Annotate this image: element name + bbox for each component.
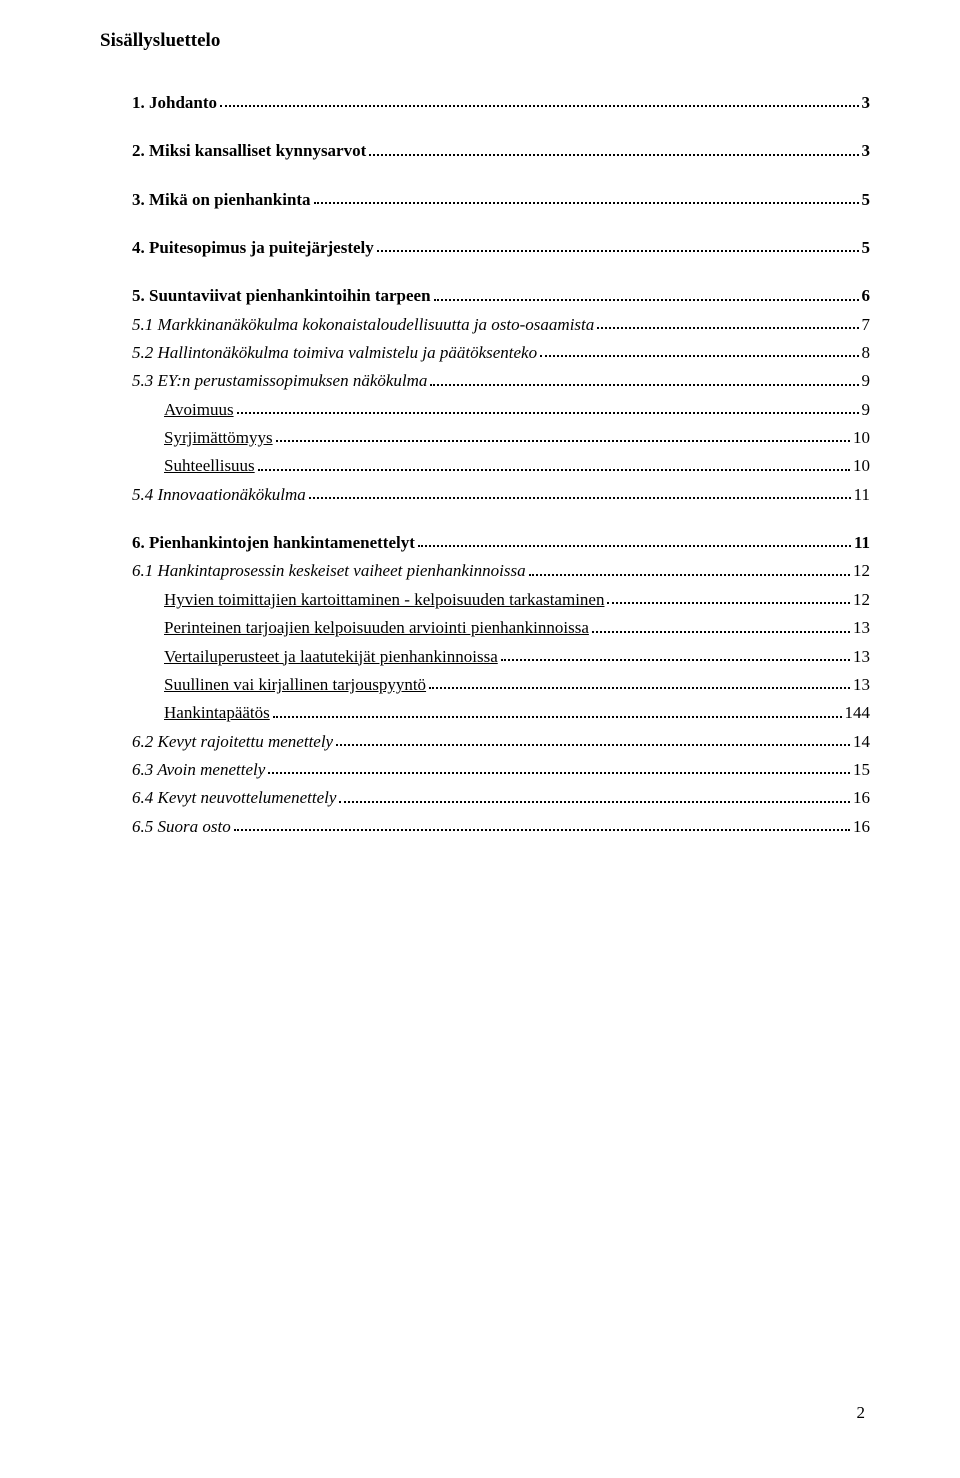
toc-entry: 6.2 Kevyt rajoitettu menettely 14 — [100, 729, 870, 755]
toc-entry-page: 11 — [854, 530, 870, 556]
toc-entry-page: 3 — [862, 138, 871, 164]
toc-entry-label: 4. Puitesopimus ja puitejärjestely — [132, 235, 374, 261]
toc-entry-label: Vertailuperusteet ja laatutekijät pienha… — [164, 644, 498, 670]
toc-entry-label: 6.4 Kevyt neuvottelumenettely — [132, 785, 336, 811]
toc-entry: 6.4 Kevyt neuvottelumenettely 16 — [100, 785, 870, 811]
toc-entry-page: 13 — [853, 672, 870, 698]
toc-entry: 5. Suuntaviivat pienhankintoihin tarpeen… — [100, 283, 870, 309]
toc-entry-label: Suhteellisuus — [164, 453, 255, 479]
toc-entry: 2. Miksi kansalliset kynnysarvot 3 — [100, 138, 870, 164]
toc-entry: 6. Pienhankintojen hankintamenettelyt 11 — [100, 530, 870, 556]
toc-entry-page: 10 — [853, 453, 870, 479]
toc-entry-page: 12 — [853, 558, 870, 584]
toc-entry-page: 14 — [853, 729, 870, 755]
toc-leader — [273, 716, 842, 718]
toc-leader — [501, 659, 850, 661]
toc-list: 1. Johdanto32. Miksi kansalliset kynnysa… — [100, 90, 870, 840]
toc-entry-label: 6.1 Hankintaprosessin keskeiset vaiheet … — [132, 558, 526, 584]
toc-leader — [429, 687, 850, 689]
toc-entry: 4. Puitesopimus ja puitejärjestely 5 — [100, 235, 870, 261]
toc-entry-page: 15 — [853, 757, 870, 783]
toc-leader — [237, 412, 859, 414]
toc-entry-label: Hankintapäätös — [164, 700, 270, 726]
toc-entry-page: 9 — [862, 368, 871, 394]
toc-entry-label: 6. Pienhankintojen hankintamenettelyt — [132, 530, 415, 556]
toc-leader — [592, 631, 850, 633]
toc-leader — [597, 327, 858, 329]
toc-entry: Avoimuus 9 — [100, 397, 870, 423]
toc-entry: 5.4 Innovaationäkökulma 11 — [100, 482, 870, 508]
toc-entry: 6.1 Hankintaprosessin keskeiset vaiheet … — [100, 558, 870, 584]
toc-entry-label: 5.1 Markkinanäkökulma kokonaistaloudelli… — [132, 312, 594, 338]
toc-entry-label: Avoimuus — [164, 397, 234, 423]
toc-entry-label: 6.5 Suora osto — [132, 814, 231, 840]
toc-entry: Suhteellisuus 10 — [100, 453, 870, 479]
toc-leader — [268, 772, 850, 774]
toc-entry: 6.5 Suora osto 16 — [100, 814, 870, 840]
toc-entry-page: 5 — [862, 187, 871, 213]
toc-leader — [529, 574, 850, 576]
toc-leader — [369, 154, 858, 156]
toc-entry-label: 3. Mikä on pienhankinta — [132, 187, 311, 213]
toc-leader — [434, 299, 859, 301]
toc-leader — [258, 469, 850, 471]
toc-entry-page: 144 — [845, 700, 871, 726]
toc-entry: Hankintapäätös 144 — [100, 700, 870, 726]
toc-title: Sisällysluettelo — [100, 30, 870, 52]
toc-entry: 1. Johdanto 3 — [100, 90, 870, 116]
toc-leader — [418, 545, 851, 547]
toc-entry: 6.3 Avoin menettely 15 — [100, 757, 870, 783]
toc-leader — [430, 384, 858, 386]
toc-entry-page: 16 — [853, 785, 870, 811]
toc-leader — [276, 440, 850, 442]
toc-entry-label: Syrjimättömyys — [164, 425, 273, 451]
toc-entry-label: 2. Miksi kansalliset kynnysarvot — [132, 138, 366, 164]
toc-entry-label: 5.3 EY:n perustamissopimuksen näkökulma — [132, 368, 427, 394]
toc-entry-label: 6.3 Avoin menettely — [132, 757, 265, 783]
toc-entry: 5.2 Hallintonäkökulma toimiva valmistelu… — [100, 340, 870, 366]
toc-entry: Syrjimättömyys 10 — [100, 425, 870, 451]
toc-leader — [314, 202, 859, 204]
toc-entry-label: Hyvien toimittajien kartoittaminen - kel… — [164, 587, 604, 613]
toc-entry-page: 3 — [862, 90, 871, 116]
toc-entry-label: 5. Suuntaviivat pienhankintoihin tarpeen — [132, 283, 431, 309]
toc-leader — [540, 355, 858, 357]
toc-leader — [220, 105, 858, 107]
toc-entry-page: 8 — [862, 340, 871, 366]
page-number: 2 — [857, 1403, 866, 1423]
toc-entry-label: 6.2 Kevyt rajoitettu menettely — [132, 729, 333, 755]
toc-leader — [377, 250, 859, 252]
toc-entry-page: 6 — [862, 283, 871, 309]
toc-entry-page: 16 — [853, 814, 870, 840]
toc-entry-page: 11 — [854, 482, 870, 508]
toc-leader — [234, 829, 850, 831]
toc-entry: Vertailuperusteet ja laatutekijät pienha… — [100, 644, 870, 670]
toc-entry-label: 1. Johdanto — [132, 90, 217, 116]
toc-entry-page: 13 — [853, 615, 870, 641]
toc-leader — [309, 497, 851, 499]
toc-entry: Hyvien toimittajien kartoittaminen - kel… — [100, 587, 870, 613]
toc-entry-label: Suullinen vai kirjallinen tarjouspyyntö — [164, 672, 426, 698]
toc-entry-page: 7 — [862, 312, 871, 338]
toc-entry-page: 9 — [862, 397, 871, 423]
toc-leader — [336, 744, 850, 746]
toc-entry-page: 10 — [853, 425, 870, 451]
toc-entry-label: Perinteinen tarjoajien kelpoisuuden arvi… — [164, 615, 589, 641]
toc-entry-page: 5 — [862, 235, 871, 261]
toc-entry-page: 12 — [853, 587, 870, 613]
toc-entry-label: 5.2 Hallintonäkökulma toimiva valmistelu… — [132, 340, 537, 366]
toc-leader — [607, 602, 850, 604]
toc-entry-page: 13 — [853, 644, 870, 670]
toc-leader — [339, 801, 850, 803]
toc-entry: 5.1 Markkinanäkökulma kokonaistaloudelli… — [100, 312, 870, 338]
toc-entry: 3. Mikä on pienhankinta 5 — [100, 187, 870, 213]
toc-entry: 5.3 EY:n perustamissopimuksen näkökulma 9 — [100, 368, 870, 394]
toc-entry: Suullinen vai kirjallinen tarjouspyyntö 1… — [100, 672, 870, 698]
toc-entry-label: 5.4 Innovaationäkökulma — [132, 482, 306, 508]
toc-entry: Perinteinen tarjoajien kelpoisuuden arvi… — [100, 615, 870, 641]
